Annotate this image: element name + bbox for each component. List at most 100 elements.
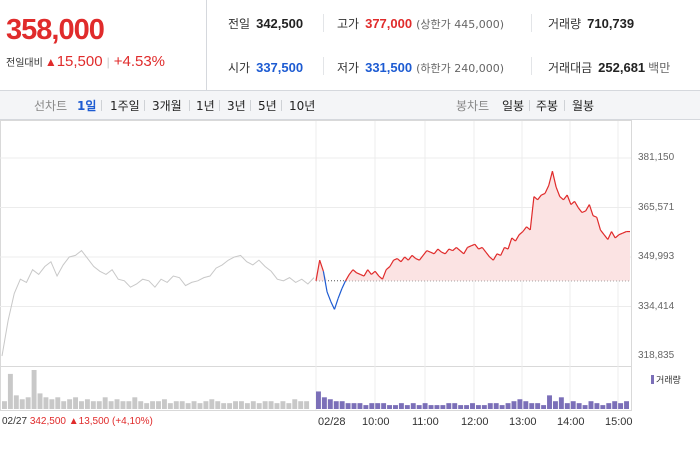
stat-low: 저가 331,500 (하한가 240,000) [337, 59, 504, 76]
price-segment [596, 217, 602, 231]
prev-day-info: 02/27 342,500 ▲13,500 (+4,10%) [2, 416, 153, 427]
volume-bar [547, 395, 552, 409]
tab-3year[interactable]: 3년 [227, 99, 246, 113]
tab-1year[interactable]: 1년 [196, 99, 215, 113]
divider [219, 100, 220, 111]
volume-bar [339, 401, 345, 409]
volume-bar [227, 403, 233, 409]
price-segment [389, 259, 395, 267]
price-segment [496, 253, 501, 256]
volume-bar [351, 403, 357, 409]
price-segment [585, 204, 590, 212]
price-segment [441, 251, 446, 255]
price-segment [592, 215, 597, 218]
volume-bar [369, 403, 375, 409]
volume-bar [404, 405, 410, 409]
divider [189, 100, 190, 111]
price-segment [322, 271, 328, 293]
chart-period-tabs: 선차트 1일 1주일 3개월 1년 3년 5년 10년 봉차트 일봉 주봉 월봉 [0, 91, 700, 120]
volume-bar [410, 403, 416, 409]
volume-bar [138, 401, 144, 409]
price-segment [555, 186, 561, 197]
price-segment [426, 250, 431, 253]
volume-bar [606, 403, 612, 409]
divider [281, 100, 282, 111]
volume-legend-label: 거래량 [656, 376, 681, 386]
tab-5year[interactable]: 5년 [258, 99, 277, 113]
price-segment [333, 298, 339, 310]
price-segment [378, 275, 383, 280]
price-segment [614, 234, 620, 239]
price-segment [588, 204, 594, 216]
price-segment [618, 232, 623, 236]
y-tick-label: 381,150 [638, 152, 675, 163]
price-segment [433, 248, 439, 255]
volume-bar [173, 401, 179, 409]
price-segment [611, 231, 616, 239]
volume-bar [458, 405, 464, 409]
volume-bar [268, 401, 274, 409]
price-segment [407, 255, 413, 261]
price-segment [533, 196, 539, 201]
price-segment [566, 194, 572, 205]
volume-bar [298, 401, 304, 409]
up-arrow-icon: ▲ [44, 55, 57, 69]
tab-daily-candle[interactable]: 일봉 [502, 99, 525, 113]
volume-bar [126, 401, 132, 409]
prev-day-line [1, 249, 315, 357]
volume-bar [179, 401, 185, 409]
volume-bar [203, 401, 209, 409]
volume-bar [31, 370, 37, 409]
volume-bar [161, 399, 167, 409]
volume-bar [286, 403, 292, 409]
price-segment [603, 234, 609, 240]
tab-1week[interactable]: 1주일 [110, 99, 140, 113]
stat-value: 331,500 [365, 60, 413, 75]
volume-bar [493, 403, 499, 409]
volume-bar [452, 403, 458, 409]
volume-bar [440, 405, 446, 409]
price-segment [522, 226, 528, 232]
prev-date: 02/27 [2, 416, 28, 427]
price-segment [485, 251, 491, 258]
price-segment [518, 231, 524, 236]
divider [323, 57, 324, 75]
volume-bar [499, 405, 505, 409]
x-tick-label: 10:00 [362, 416, 390, 428]
tab-weekly-candle[interactable]: 주봉 [536, 99, 559, 113]
price-segment [463, 247, 468, 255]
price-segment [455, 246, 461, 252]
tab-3month[interactable]: 3개월 [152, 99, 182, 113]
price-segment [345, 274, 350, 282]
volume-bar [61, 401, 67, 409]
volume-bar [316, 391, 321, 409]
volume-bar [357, 403, 363, 409]
volume-bar [238, 401, 244, 409]
volume-bar [185, 403, 191, 409]
divider [529, 100, 530, 111]
price-segment [363, 269, 369, 277]
price-segment [577, 207, 583, 213]
lower-limit: (하한가 240,000) [416, 62, 505, 75]
volume-bar [594, 403, 600, 409]
divider [250, 100, 251, 111]
tab-1day[interactable]: 1일 [77, 99, 97, 113]
volume-bar [150, 401, 156, 409]
tab-monthly-candle[interactable]: 월봉 [572, 99, 595, 113]
price-segment [478, 246, 483, 250]
stat-value: 342,500 [256, 16, 304, 31]
stat-label: 시가 [228, 61, 251, 75]
volume-bar [262, 401, 268, 409]
tab-10year[interactable]: 10년 [289, 99, 316, 113]
stat-label: 저가 [337, 61, 360, 75]
x-tick-label: 11:00 [412, 416, 439, 428]
chart-frame [0, 120, 632, 411]
price-segment [581, 210, 586, 214]
price-segment [551, 171, 557, 188]
stat-amount: 거래대금 252,681 백만 [548, 59, 670, 76]
volume-bar [114, 399, 120, 409]
volume-bar [132, 397, 138, 409]
change-label: 전일대비 [6, 58, 43, 69]
price-segment [341, 280, 347, 290]
volume-bar [387, 405, 393, 409]
